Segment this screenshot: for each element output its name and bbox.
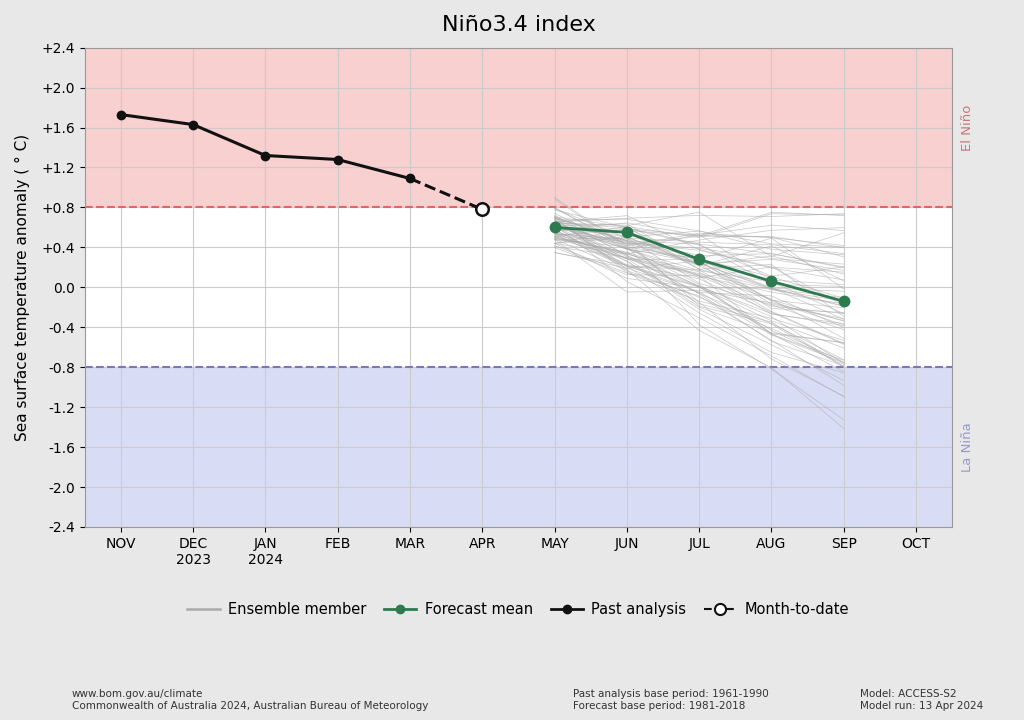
Bar [85, 367, 952, 527]
Text: Past analysis base period: 1961-1990
Forecast base period: 1981-2018: Past analysis base period: 1961-1990 For… [573, 689, 769, 711]
Y-axis label: Sea surface temperature anomaly ( ° C): Sea surface temperature anomaly ( ° C) [15, 134, 30, 441]
Title: Niño3.4 index: Niño3.4 index [441, 15, 595, 35]
Text: La Niña: La Niña [961, 422, 974, 472]
Legend: Ensemble member, Forecast mean, Past analysis, Month-to-date: Ensemble member, Forecast mean, Past ana… [181, 597, 855, 624]
Bar [85, 48, 952, 207]
Text: Model: ACCESS-S2
Model run: 13 Apr 2024: Model: ACCESS-S2 Model run: 13 Apr 2024 [860, 689, 983, 711]
Text: www.bom.gov.au/climate
Commonwealth of Australia 2024, Australian Bureau of Mete: www.bom.gov.au/climate Commonwealth of A… [72, 689, 428, 711]
Text: El Niño: El Niño [961, 104, 974, 150]
